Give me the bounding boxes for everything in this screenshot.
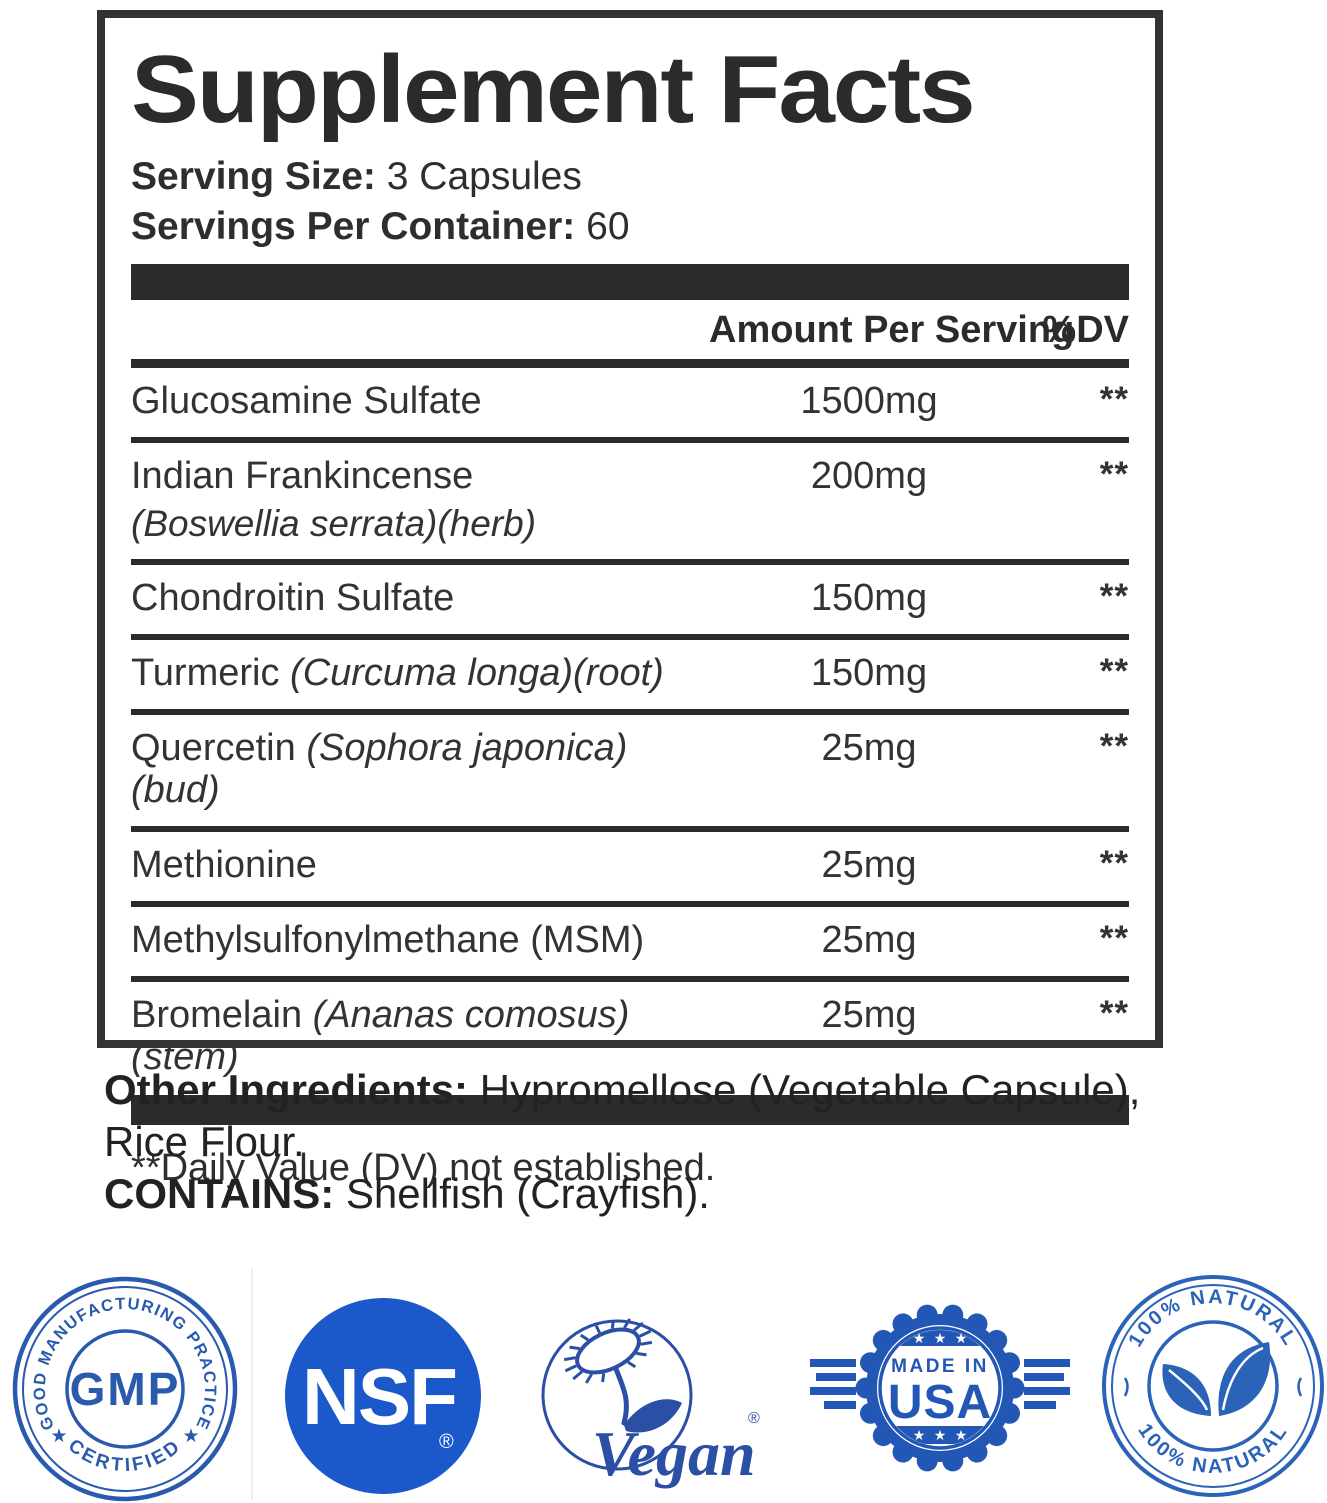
table-row: Chondroitin Sulfate 150mg ** bbox=[131, 565, 1129, 640]
ingredient-amount: 200mg bbox=[810, 454, 928, 497]
svg-text:USA: USA bbox=[888, 1376, 992, 1429]
registered-mark: ® bbox=[748, 1410, 760, 1427]
arc-separator bbox=[1297, 1377, 1303, 1397]
ingredient-latin: (Curcuma longa)(root) bbox=[290, 651, 664, 694]
supplement-facts-panel: Supplement Facts Serving Size: 3 Capsule… bbox=[97, 10, 1163, 1189]
ingredient-amount: 150mg bbox=[810, 576, 928, 619]
star-icon: ★ bbox=[913, 1330, 926, 1346]
ingredient-name: Methylsulfonylmethane (MSM) bbox=[131, 918, 645, 961]
ingredient-name: Chondroitin Sulfate bbox=[131, 576, 455, 619]
table-row: Bromelain (Ananas comosus)(stem) 25mg ** bbox=[131, 982, 1129, 1093]
wing-stripes-icon bbox=[810, 1359, 1070, 1409]
ingredient-amount: 25mg bbox=[821, 993, 917, 1036]
arc-separator bbox=[1123, 1377, 1129, 1397]
sunflower-rays-icon bbox=[563, 1318, 653, 1384]
serving-size-value: 3 Capsules bbox=[375, 155, 582, 198]
ingredient-amount: 25mg bbox=[821, 843, 917, 886]
other-ingredients-label: Other Ingredients: bbox=[104, 1066, 469, 1113]
table-row: Glucosamine Sulfate 1500mg ** bbox=[131, 368, 1129, 443]
panel-title: Supplement Facts bbox=[131, 36, 976, 143]
ingredient-name: Turmeric bbox=[131, 651, 280, 694]
ingredient-amount: 1500mg bbox=[800, 379, 938, 422]
table-row: Methionine 25mg ** bbox=[131, 832, 1129, 907]
dv-header: %DV bbox=[1042, 308, 1129, 351]
ingredient-latin: (Boswellia serrata)(herb) bbox=[131, 503, 537, 545]
flower-stem-icon bbox=[613, 1366, 629, 1426]
serving-size-line: Serving Size: 3 Capsules bbox=[131, 152, 1129, 202]
dv-footnote: **Daily Value (DV) not established. bbox=[131, 1146, 716, 1189]
ingredient-amount: 25mg bbox=[821, 726, 917, 769]
ingredient-name: Quercetin bbox=[131, 726, 296, 769]
ingredient-dv: ** bbox=[1099, 726, 1129, 766]
star-icon: ★ bbox=[182, 1426, 199, 1447]
vegan-badge-icon: Vegan ® bbox=[541, 1318, 760, 1489]
background-seam-divider bbox=[251, 1268, 253, 1500]
star-icon: ★ bbox=[955, 1330, 968, 1346]
made-in-usa-badge-icon: ★ ★ ★ MADE IN USA ★ ★ ★ bbox=[810, 1304, 1070, 1472]
table-row: Methylsulfonylmethane (MSM) 25mg ** bbox=[131, 907, 1129, 982]
svg-text:CERTIFIED: CERTIFIED bbox=[64, 1435, 186, 1476]
ingredient-latin: (Sophora japonica)(bud) bbox=[131, 726, 628, 812]
ingredient-dv: ** bbox=[1099, 651, 1129, 691]
leaves-icon bbox=[1162, 1342, 1271, 1416]
ingredient-dv: ** bbox=[1099, 918, 1129, 958]
star-icon: ★ bbox=[934, 1330, 947, 1346]
svg-text:MADE IN: MADE IN bbox=[891, 1356, 989, 1377]
thick-divider-top bbox=[131, 263, 1129, 300]
contains-label: CONTAINS: bbox=[104, 1170, 335, 1218]
ingredient-name: Bromelain bbox=[131, 993, 303, 1036]
thick-divider-bottom bbox=[131, 1094, 1129, 1125]
other-ingredients-block: Other Ingredients: Hypromellose (Vegetab… bbox=[104, 1064, 1164, 1220]
natural-badge-icon: 100% NATURAL 100% NATURAL bbox=[1102, 1275, 1324, 1497]
table-row: Quercetin (Sophora japonica)(bud) 25mg *… bbox=[131, 715, 1129, 832]
svg-text:Vegan: Vegan bbox=[592, 1418, 756, 1489]
leaf-icon bbox=[624, 1399, 682, 1433]
other-ingredients-line2: Rice Flour. bbox=[104, 1118, 305, 1166]
star-icon: ★ bbox=[50, 1426, 67, 1447]
star-icon: ★ bbox=[955, 1427, 968, 1443]
ingredient-name: Methionine bbox=[131, 843, 317, 886]
ingredient-dv: ** bbox=[1099, 379, 1129, 419]
ingredient-dv: ** bbox=[1099, 576, 1129, 616]
serving-size-label: Serving Size: bbox=[131, 155, 376, 198]
ingredient-table: Glucosamine Sulfate 1500mg ** Indian Fra… bbox=[131, 368, 1129, 1093]
ingredient-dv: ** bbox=[1099, 843, 1129, 883]
ingredient-name: Indian Frankincense bbox=[131, 454, 474, 497]
amount-per-serving-header: Amount Per Serving bbox=[709, 308, 1075, 351]
ingredient-dv: ** bbox=[1099, 993, 1129, 1033]
ingredient-dv: ** bbox=[1099, 454, 1129, 494]
servings-per-container-label: Servings Per Container: bbox=[131, 204, 576, 248]
gmp-center-text: GMP bbox=[70, 1363, 181, 1415]
ingredient-amount: 150mg bbox=[810, 651, 928, 694]
star-icon: ★ bbox=[934, 1427, 947, 1443]
registered-mark: ® bbox=[439, 1431, 454, 1453]
ingredient-amount: 25mg bbox=[821, 918, 917, 961]
header-divider bbox=[131, 358, 1129, 368]
gmp-certified-badge-icon: GOOD MANUFACTURING PRACTICE CERTIFIED ★ … bbox=[12, 1276, 238, 1502]
other-ingredients-line: Other Ingredients: Hypromellose (Vegetab… bbox=[104, 1066, 1141, 1113]
servings-per-container-value: 60 bbox=[575, 204, 630, 248]
table-row: Turmeric (Curcuma longa)(root) 150mg ** bbox=[131, 640, 1129, 715]
svg-text:NSF: NSF bbox=[302, 1352, 456, 1441]
table-row: Indian Frankincense (Boswellia serrata)(… bbox=[131, 443, 1129, 565]
nsf-badge-icon: NSF ® bbox=[285, 1298, 481, 1494]
servings-per-container-line: Servings Per Container: 60 bbox=[131, 202, 1129, 252]
ingredient-name: Glucosamine Sulfate bbox=[131, 379, 482, 422]
contains-line: CONTAINS: Shellfish (Crayfish). bbox=[104, 1170, 710, 1218]
ingredient-latin: (Ananas comosus)(stem) bbox=[131, 993, 630, 1079]
table-header-row: Amount Per Serving %DV bbox=[131, 300, 1129, 359]
star-icon: ★ bbox=[913, 1427, 926, 1443]
